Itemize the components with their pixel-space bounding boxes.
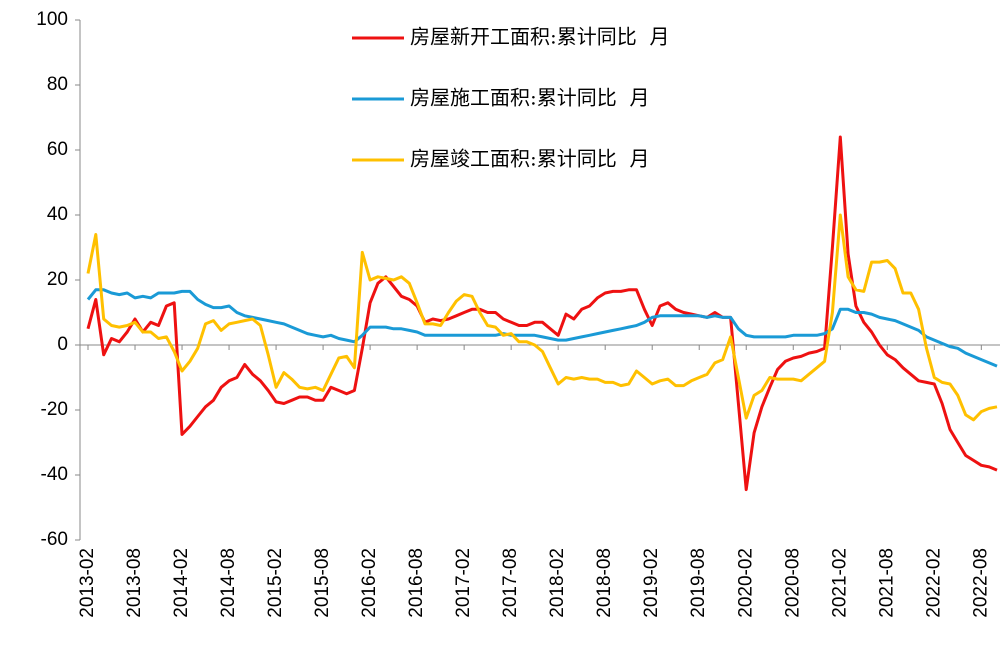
legend-label: 房屋新开工面积:累计同比 月 (410, 25, 669, 49)
legend-label: 房屋施工面积:累计同比 月 (410, 86, 649, 110)
x-tick-label: 2021-08 (876, 548, 897, 618)
y-tick-label: -40 (41, 464, 68, 485)
x-tick-label: 2021-02 (829, 548, 850, 618)
x-tick-label: 2013-08 (124, 548, 145, 618)
series-line (86, 135, 998, 492)
x-tick-label: 2015-08 (312, 548, 333, 618)
x-tick-label: 2022-02 (923, 548, 944, 618)
y-tick-label: 20 (47, 269, 68, 290)
x-tick-label: 2014-02 (171, 548, 192, 618)
x-tick-label: 2018-02 (547, 548, 568, 618)
x-tick-label: 2016-02 (359, 548, 380, 618)
series-line (86, 288, 998, 368)
x-tick-label: 2017-08 (500, 548, 521, 618)
x-tick-label: 2019-08 (688, 548, 709, 618)
y-tick-label: -20 (41, 399, 68, 420)
legend-label: 房屋竣工面积:累计同比 月 (410, 147, 649, 171)
y-tick-label: -60 (41, 529, 68, 550)
x-tick-label: 2013-02 (77, 548, 98, 618)
x-tick-label: 2015-02 (265, 548, 286, 618)
y-tick-label: 40 (47, 204, 68, 225)
x-tick-label: 2017-02 (453, 548, 474, 618)
x-tick-label: 2022-08 (970, 548, 991, 618)
y-tick-label: 0 (57, 334, 68, 355)
y-tick-label: 80 (47, 74, 68, 95)
x-tick-label: 2018-08 (594, 548, 615, 618)
x-tick-label: 2016-08 (406, 548, 427, 618)
x-tick-label: 2014-08 (218, 548, 239, 618)
y-tick-label: 100 (36, 9, 68, 30)
series-line (86, 213, 998, 422)
x-tick-label: 2019-02 (641, 548, 662, 618)
x-tick-label: 2020-02 (735, 548, 756, 618)
x-tick-label: 2020-08 (782, 548, 803, 618)
y-tick-label: 60 (47, 139, 68, 160)
